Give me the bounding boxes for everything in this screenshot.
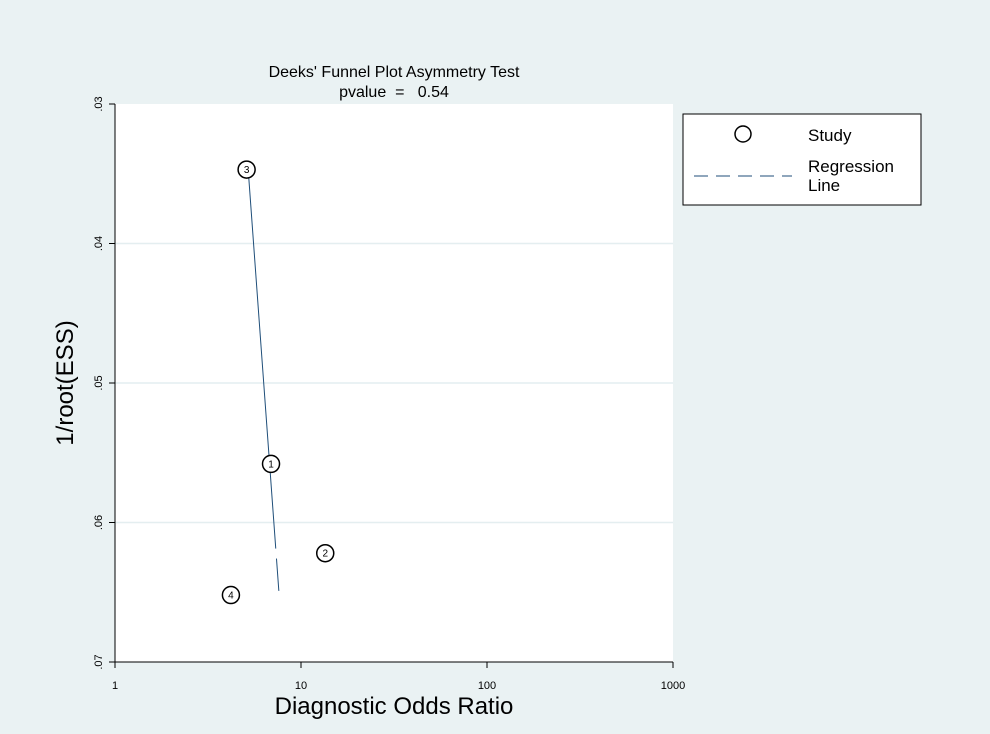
legend-box [682,113,922,206]
study-point-label: 3 [244,165,250,176]
study-point-label: 2 [322,549,328,560]
x-tick-label: 100 [478,680,496,692]
study-point-marker [315,543,335,563]
gridlines [115,242,673,524]
x-axis-ticks: 1 10 100 1000 [112,662,685,692]
study-point-marker [221,585,241,605]
study-point-label: 4 [228,591,234,602]
legend: Study Regression Line [682,113,922,206]
y-tick-label: .05 [93,375,105,390]
legend-study-marker [734,125,752,143]
chart-subtitle: pvalue = 0.54 [339,84,449,101]
study-point-label: 1 [268,459,274,470]
x-tick-label: 10 [295,680,307,692]
study-point-3: 3 [237,160,256,179]
x-tick-label: 1 [112,680,118,692]
y-tick-label: .04 [93,236,105,251]
y-axis-ticks: .03 .04 .05 .06 .07 [93,96,115,670]
study-points-series: 1 2 3 4 [221,160,335,605]
legend-regression-label-line1: Regression [808,157,894,176]
study-point-4: 4 [221,585,241,605]
study-point-2: 2 [315,543,335,563]
study-point-marker [237,160,256,179]
y-tick-label: .06 [93,515,105,530]
y-tick-label: .03 [93,96,105,111]
regression-line [247,169,280,591]
chart-title: Deeks' Funnel Plot Asymmetry Test [269,64,520,81]
y-tick-label: .07 [93,654,105,669]
legend-study-label: Study [808,126,852,145]
y-axis-label: 1/root(ESS) [52,320,79,445]
x-tick-label: 1000 [661,680,685,692]
regression-line-series [247,169,280,591]
legend-regression-label-line2: Line [808,176,840,195]
study-point-marker [261,454,281,474]
study-point-1: 1 [261,454,281,474]
x-axis-label: Diagnostic Odds Ratio [275,693,514,720]
